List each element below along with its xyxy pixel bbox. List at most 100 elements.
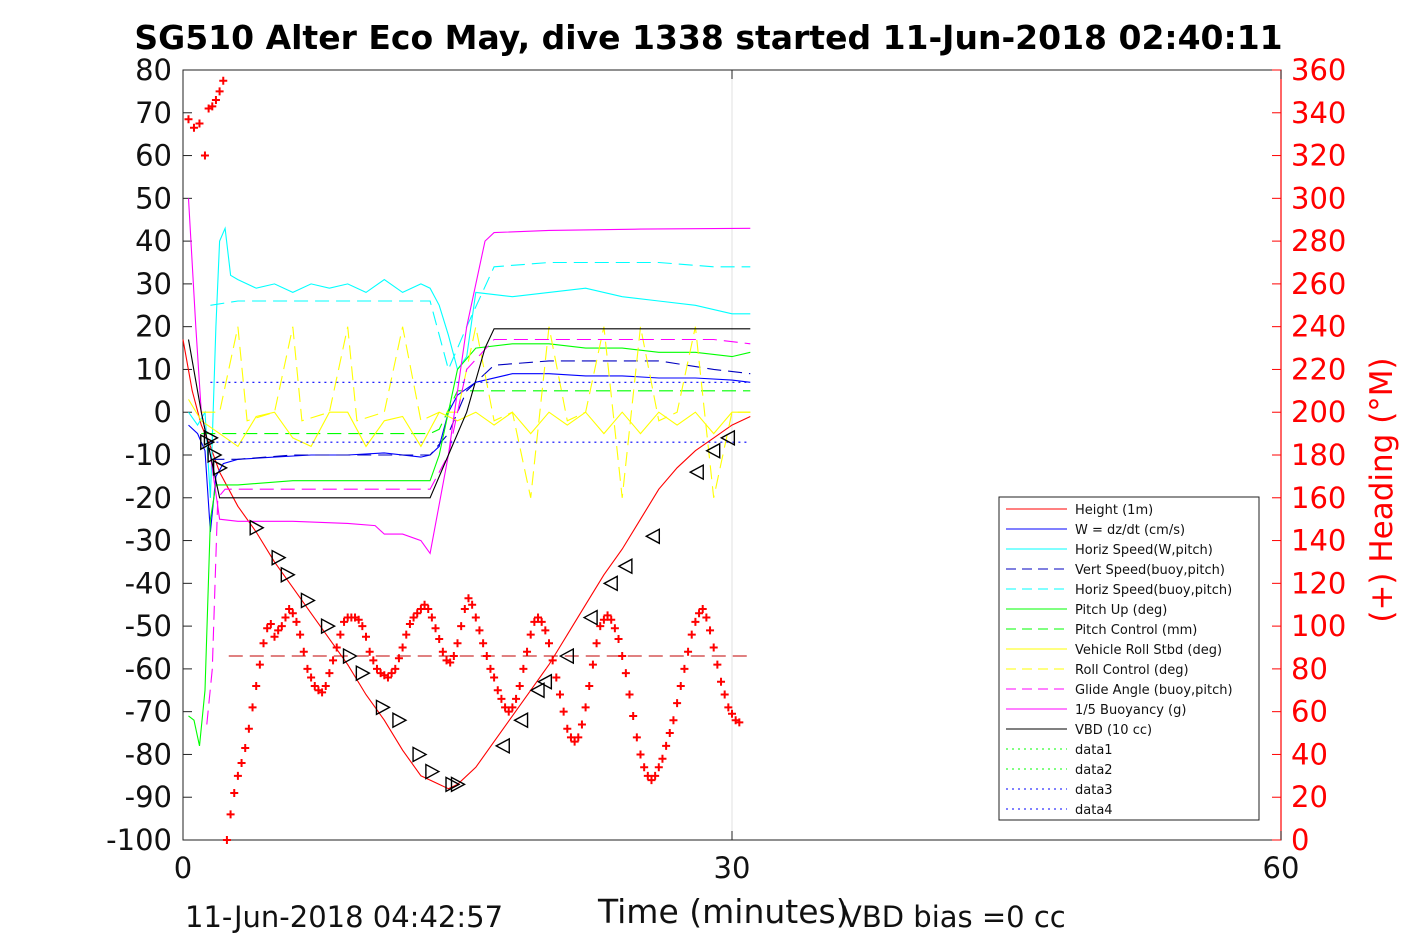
heading-point — [413, 609, 422, 618]
heading-point — [687, 630, 696, 639]
heading-point — [211, 95, 220, 104]
series-line — [210, 360, 751, 460]
heading-point — [303, 664, 312, 673]
vbd-bias-label: VBD bias =0 cc — [842, 900, 1066, 934]
depth-marker — [513, 712, 529, 729]
depth-marker — [280, 566, 296, 583]
depth-marker — [425, 763, 441, 780]
heading-point — [365, 647, 374, 656]
heading-point — [614, 634, 623, 643]
legend-label: data1 — [1075, 743, 1113, 758]
heading-point — [530, 617, 539, 626]
x-tick-label: 60 — [1263, 851, 1300, 885]
heading-point — [310, 682, 319, 690]
chart-title: SG510 Alter Eco May, dive 1338 started 1… — [134, 18, 1283, 57]
y-tick-label: -10 — [125, 438, 172, 472]
depth-marker — [203, 429, 219, 447]
y-tick-label: -90 — [125, 780, 172, 814]
heading-point — [588, 660, 597, 669]
heading-point — [610, 624, 619, 633]
y-tick-label: 0 — [154, 395, 172, 429]
heading-point — [643, 771, 652, 780]
depth-marker — [207, 446, 223, 464]
y-right-tick-label: 240 — [1291, 310, 1346, 344]
axes: 0 30 6080706050403020100-10-20-30-40-50-60… — [106, 53, 1346, 885]
depth-marker — [494, 737, 510, 755]
heading-point — [512, 694, 521, 703]
y-tick-label: -30 — [125, 524, 172, 558]
heading-point — [691, 617, 700, 626]
legend-label: data2 — [1075, 763, 1113, 778]
legend-label: VBD (10 cc) — [1075, 723, 1152, 738]
heading-point — [266, 619, 275, 628]
y-tick-label: 10 — [135, 352, 172, 386]
x-axis-label: Time (minutes) — [598, 892, 849, 931]
y-tick-label: -60 — [125, 652, 172, 686]
series-line — [188, 373, 751, 533]
heading-point — [464, 594, 473, 603]
heading-point — [728, 709, 736, 718]
y-tick-label: -40 — [125, 566, 172, 600]
depth-marker — [529, 682, 545, 699]
heading-point — [596, 622, 605, 631]
y-right-tick-label: 80 — [1291, 652, 1328, 686]
heading-point — [577, 720, 586, 729]
heading-point — [307, 673, 316, 682]
heading-point — [717, 677, 726, 686]
depth-marker — [602, 575, 618, 592]
heading-point — [603, 611, 612, 620]
depth-marker — [688, 463, 704, 481]
depth-marker — [342, 647, 359, 665]
heading-points — [184, 77, 744, 844]
heading-point — [629, 711, 638, 720]
legend-box — [998, 496, 1260, 821]
y-right-tick-label: 320 — [1291, 139, 1346, 173]
series-line — [201, 390, 751, 435]
y-tick-label: -100 — [106, 823, 172, 857]
depth-marker — [719, 429, 736, 447]
heading-point — [285, 605, 294, 613]
heading-point — [607, 615, 616, 624]
y-tick-label: -20 — [125, 481, 172, 515]
series-line — [206, 338, 751, 725]
heading-point — [497, 694, 506, 703]
heading-point — [585, 682, 594, 690]
legend-label: data3 — [1075, 783, 1113, 798]
heading-point — [394, 654, 403, 663]
heading-point — [340, 617, 349, 626]
heading-point — [724, 703, 733, 712]
heading-point — [625, 690, 634, 699]
heading-point — [263, 624, 272, 633]
y-tick-label: -50 — [125, 609, 172, 643]
series-lines — [182, 198, 751, 790]
heading-point — [673, 699, 682, 708]
y-right-tick-label: 100 — [1291, 609, 1346, 643]
heading-point — [636, 750, 645, 759]
heading-point — [684, 647, 693, 656]
heading-point — [669, 716, 678, 725]
heading-point — [383, 673, 392, 682]
y-right-tick-label: 0 — [1291, 823, 1309, 857]
heading-point — [508, 703, 517, 712]
y-right-tick-label: 60 — [1291, 695, 1328, 729]
y-right-tick-label: 180 — [1291, 438, 1346, 472]
depth-marker — [271, 549, 287, 566]
depth-marker — [375, 699, 391, 716]
y-tick-label: 30 — [135, 267, 172, 301]
y-right-tick-label: 260 — [1291, 267, 1346, 301]
legend-label: data4 — [1075, 803, 1113, 818]
heading-point — [369, 656, 378, 665]
heading-point — [329, 656, 338, 665]
y-tick-label: 40 — [135, 224, 172, 258]
y-tick-label: 60 — [135, 139, 172, 173]
heading-point — [566, 733, 575, 742]
heading-point — [270, 632, 279, 641]
legend: Height (1m) W = dz/dt (cm/s) Horiz Speed(W… — [998, 496, 1260, 821]
heading-point — [318, 688, 327, 697]
heading-point — [695, 609, 704, 618]
heading-point — [420, 600, 429, 609]
heading-point — [241, 744, 250, 753]
heading-point — [555, 690, 564, 699]
heading-point — [665, 729, 674, 738]
